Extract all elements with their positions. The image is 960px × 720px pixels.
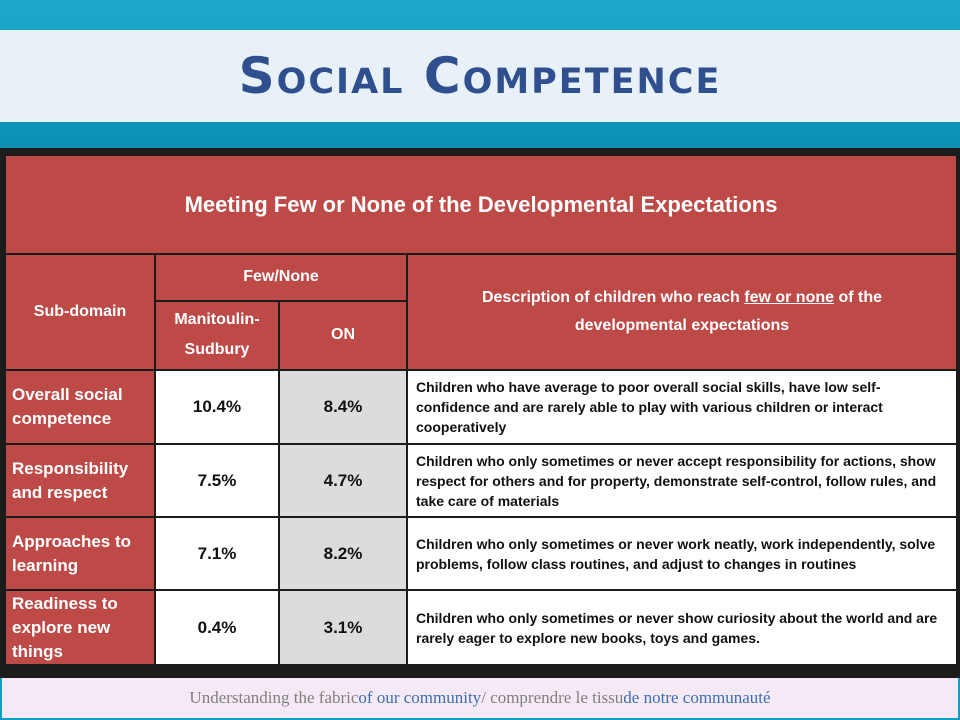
row-value-on: 3.1% — [278, 589, 408, 666]
row-subdomain: Overall social competence — [4, 368, 156, 446]
footer-text-2: of our community — [358, 688, 482, 707]
table-main-header: Meeting Few or None of the Developmental… — [4, 153, 958, 256]
fewnone-header: Few/None — [154, 253, 408, 302]
expectations-table: Meeting Few or None of the Developmental… — [4, 153, 958, 666]
title-bar: Social Competence — [0, 30, 960, 122]
row-description: Children who only sometimes or never acc… — [406, 443, 958, 519]
footer-text-4: de notre communauté — [623, 688, 771, 707]
table-row: Readiness to explore new things 0.4% 3.1… — [4, 589, 958, 666]
subdomain-header: Sub-domain — [4, 253, 156, 371]
row-value-on: 8.4% — [278, 368, 408, 446]
table-row: Approaches to learning 7.1% 8.2% Childre… — [4, 516, 958, 592]
row-value-manitoulin-sudbury: 0.4% — [154, 589, 280, 666]
row-value-manitoulin-sudbury: 10.4% — [154, 368, 280, 446]
row-value-on: 8.2% — [278, 516, 408, 592]
row-value-manitoulin-sudbury: 7.1% — [154, 516, 280, 592]
footer-text-3: / comprendre le tissu — [481, 688, 624, 707]
row-subdomain: Readiness to explore new things — [4, 589, 156, 666]
footer-text-1: Understanding the fabric — [189, 688, 359, 707]
slide-title: Social Competence — [238, 47, 722, 105]
col-header-on: ON — [278, 299, 408, 371]
description-header: Description of children who reach few or… — [406, 253, 958, 371]
table-row: Overall social competence 10.4% 8.4% Chi… — [4, 368, 958, 446]
row-subdomain: Approaches to learning — [4, 516, 156, 592]
footer-tagline: Understanding the fabric of our communit… — [2, 678, 958, 718]
row-value-on: 4.7% — [278, 443, 408, 519]
col-header-manitoulin-sudbury: Manitoulin-Sudbury — [154, 299, 280, 371]
table-row: Responsibility and respect 7.5% 4.7% Chi… — [4, 443, 958, 519]
row-description: Children who only sometimes or never wor… — [406, 516, 958, 592]
row-subdomain: Responsibility and respect — [4, 443, 156, 519]
row-description: Children who only sometimes or never sho… — [406, 589, 958, 666]
row-description: Children who have average to poor overal… — [406, 368, 958, 446]
row-value-manitoulin-sudbury: 7.5% — [154, 443, 280, 519]
description-header-post: of the developmental expectations — [574, 288, 883, 334]
description-header-pre: Description of children who reach — [481, 288, 745, 306]
description-header-underlined: few or none — [744, 288, 835, 306]
